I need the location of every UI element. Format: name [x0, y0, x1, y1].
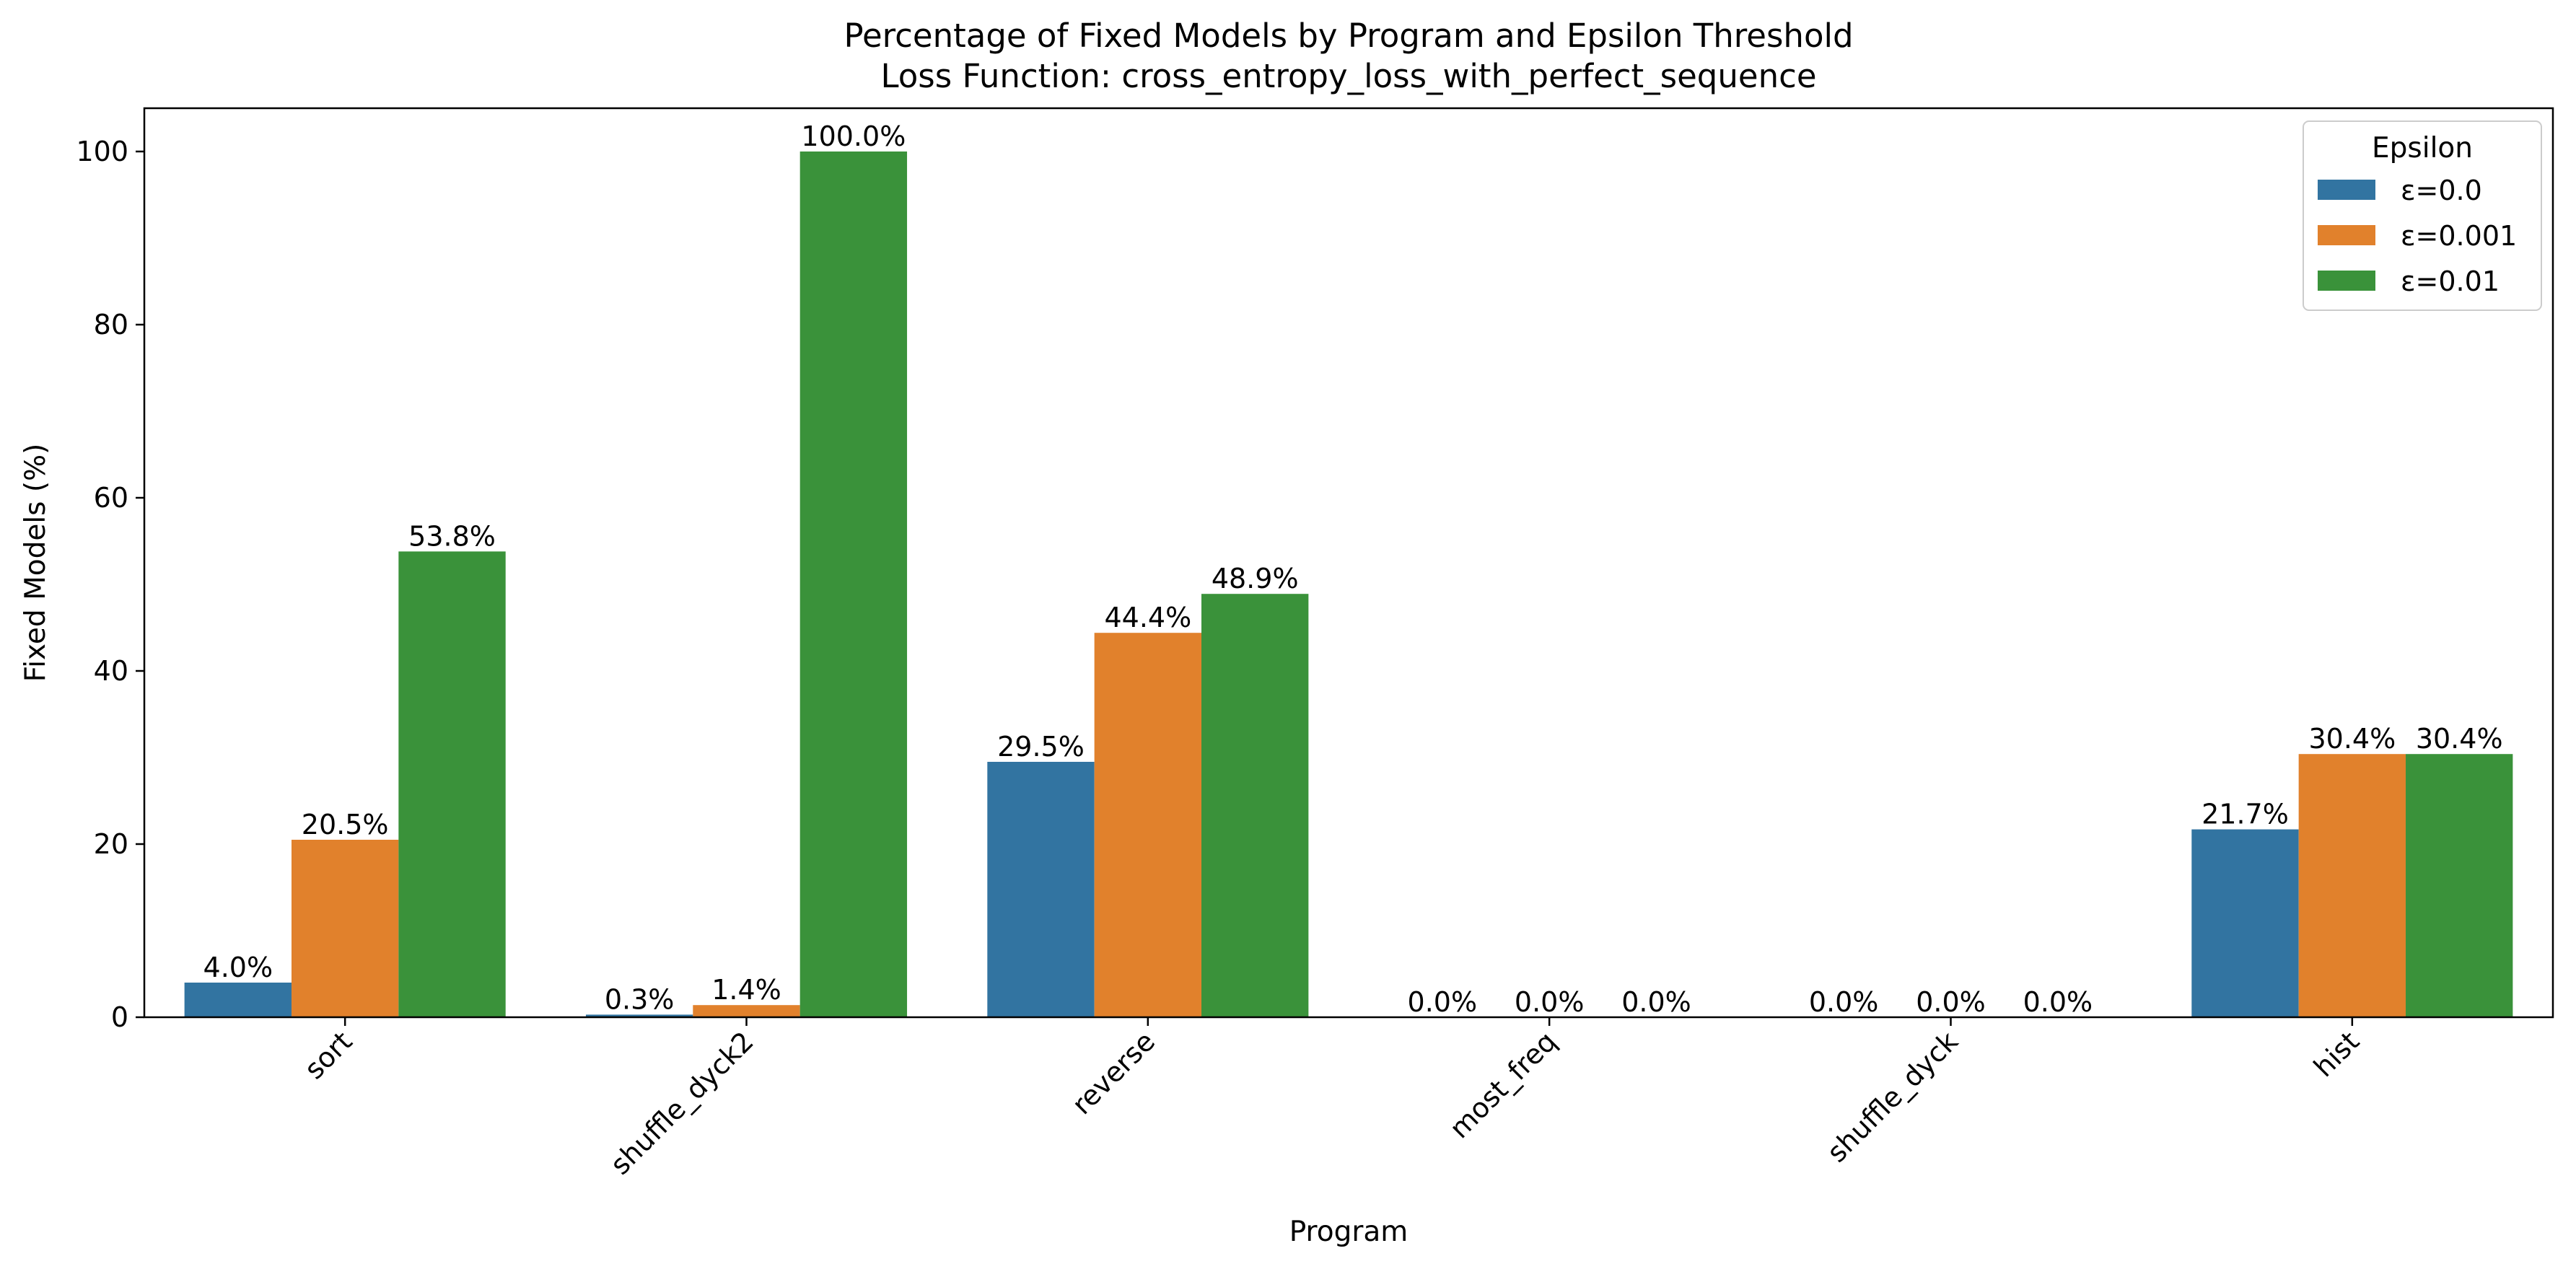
y-tick-label: 40 [94, 655, 128, 687]
bar-hist-series-2 [2406, 754, 2513, 1017]
bar-value-label: 20.5% [302, 809, 389, 840]
bar-reverse-series-1 [1094, 633, 1202, 1017]
legend-swatch [2318, 180, 2375, 200]
bar-shuffle_dyck2-series-0 [585, 1014, 693, 1017]
y-tick-label: 0 [111, 1001, 128, 1033]
legend-frame [2303, 120, 2542, 311]
bar-value-label: 21.7% [2202, 799, 2289, 830]
bar-sort-series-2 [398, 551, 506, 1017]
bar-value-label: 0.0% [1621, 986, 1691, 1018]
legend-swatch [2318, 225, 2375, 245]
bar-value-label: 30.4% [2308, 723, 2396, 755]
bar-shuffle_dyck2-series-2 [799, 152, 908, 1017]
y-axis: 0 20 40 60 80 100 [76, 136, 144, 1033]
bar-reverse-series-2 [1201, 594, 1309, 1017]
y-tick-label: 60 [94, 482, 128, 514]
bar-hist-series-1 [2298, 754, 2406, 1017]
bar-value-label: 0.3% [605, 983, 675, 1015]
legend-entries: ε=0.0 ε=0.001 ε=0.01 [2318, 175, 2517, 297]
bar-sort-series-0 [184, 983, 292, 1017]
legend: Epsilon ε=0.0 ε=0.001 ε=0.01 [2303, 120, 2542, 311]
legend-swatch [2318, 271, 2375, 291]
y-tick-label: 80 [94, 309, 128, 341]
legend-entry-label: ε=0.0 [2401, 175, 2482, 206]
bar-value-label: 1.4% [711, 974, 781, 1006]
bar-value-label: 0.0% [1515, 986, 1585, 1018]
bar-hist-series-0 [2191, 829, 2299, 1017]
y-tick-label: 20 [94, 828, 128, 860]
bar-reverse-series-0 [987, 762, 1095, 1017]
legend-title: Epsilon [2372, 132, 2473, 164]
y-tick-label: 100 [76, 136, 128, 167]
bar-value-label: 4.0% [203, 952, 273, 983]
y-axis-label: Fixed Models (%) [19, 444, 52, 682]
plot-frame [143, 107, 2554, 1019]
bar-value-label: 29.5% [997, 731, 1085, 763]
bar-value-label: 48.9% [1212, 563, 1299, 594]
bar-value-label: 30.4% [2416, 723, 2503, 755]
bar-value-label: 0.0% [1408, 986, 1478, 1018]
bar-labels-group: 4.0% 20.5% 53.8% 0.3% 1.4% 100.0% 29.5% 44.4% 48… [203, 120, 2503, 1018]
bar-value-label: 0.0% [1916, 986, 1986, 1018]
legend-entry-label: ε=0.01 [2401, 265, 2500, 297]
bar-value-label: 44.4% [1104, 602, 1191, 633]
bar-shuffle_dyck2-series-1 [693, 1005, 800, 1017]
bar-value-label: 100.0% [801, 120, 906, 152]
legend-entry-label: ε=0.001 [2401, 220, 2517, 252]
chart-title: Percentage of Fixed Models by Program an… [844, 17, 1853, 55]
bar-value-label: 0.0% [2023, 986, 2093, 1018]
chart-subtitle: Loss Function: cross_entropy_loss_with_p… [880, 57, 1816, 95]
bar-value-label: 53.8% [408, 520, 496, 552]
x-axis-label: Program [1289, 1216, 1409, 1248]
bar-sort-series-1 [291, 840, 399, 1017]
bar-value-label: 0.0% [1809, 986, 1879, 1018]
bars-group [184, 152, 2513, 1017]
